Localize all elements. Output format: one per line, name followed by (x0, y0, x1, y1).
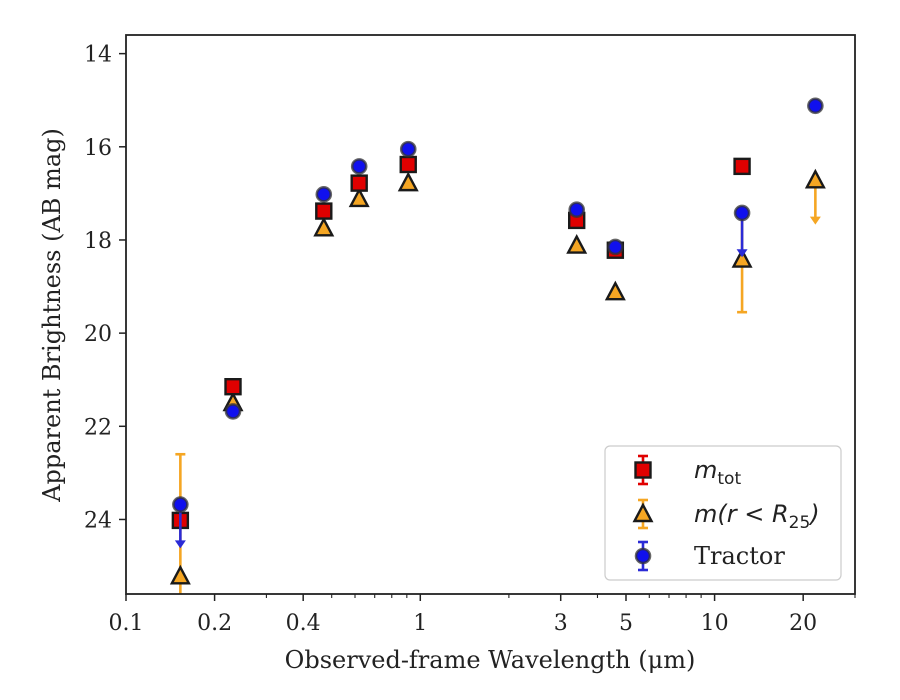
legend-label: mtot (694, 456, 741, 489)
data-point-triangle (313, 216, 335, 237)
y-tick-label: 14 (84, 43, 112, 68)
data-point-square (315, 202, 333, 220)
legend-marker-square (634, 461, 652, 479)
upper-limit-arrowhead (736, 249, 748, 258)
data-point-circle (399, 140, 417, 158)
x-tick-label: 0.2 (197, 611, 232, 636)
data-point-circle (607, 238, 624, 256)
legend-box (604, 445, 842, 581)
legend-entry: Tractor (634, 540, 785, 572)
y-tick-label: 24 (84, 508, 112, 533)
legend-entry: m(r < R25) (632, 498, 820, 533)
data-point-circle (315, 186, 333, 203)
data-point-circle (807, 97, 824, 115)
series-circle (172, 97, 824, 549)
data-point-square (350, 174, 368, 192)
y-tick-label: 20 (84, 322, 112, 347)
legend-marker-triangle (632, 502, 654, 523)
data-point-triangle (169, 564, 191, 585)
x-tick-label: 5 (619, 611, 633, 636)
data-point-triangle (604, 280, 626, 301)
x-axis-title: Observed-frame Wavelength (μm) (285, 646, 696, 674)
data-point-triangle (566, 233, 588, 254)
legend-entry: mtot (634, 454, 741, 489)
x-tick-label: 20 (789, 611, 817, 636)
data-point-circle (350, 158, 368, 175)
series-triangle (169, 168, 826, 594)
x-tick-label: 0.1 (109, 611, 144, 636)
x-tick-label: 1 (413, 611, 427, 636)
upper-limit-arrowhead (174, 540, 186, 549)
upper-limit-arrowhead (809, 216, 821, 225)
data-point-square (224, 378, 242, 396)
data-point-triangle (348, 187, 370, 208)
data-point-circle (224, 403, 242, 420)
legend-label: m(r < R25) (694, 500, 820, 533)
y-tick-label: 22 (84, 415, 112, 440)
data-point-circle (733, 204, 751, 222)
y-tick-label: 16 (84, 136, 112, 161)
legend-label: Tractor (694, 542, 785, 570)
data-point-circle (568, 201, 586, 218)
data-point-triangle (731, 247, 753, 268)
plot-frame (125, 34, 856, 595)
data-point-triangle (397, 171, 419, 192)
legend-marker-circle (634, 547, 652, 565)
x-tick-label: 10 (701, 611, 729, 636)
legend: mtot m(r < R25) Tractor (604, 445, 842, 581)
x-tick-label: 3 (554, 611, 568, 636)
data-point-square (733, 157, 751, 176)
data-point-square (399, 155, 417, 174)
data-point-triangle (804, 168, 826, 189)
axis-ticks: 0.1 0.2 0.4 1 3 5 10 20 14 16 18 20 22 24 (84, 43, 856, 636)
y-tick-label: 18 (84, 229, 112, 254)
y-axis-title: Apparent Brightness (AB mag) (38, 128, 66, 503)
x-tick-label: 0.4 (286, 611, 321, 636)
data-point-circle (172, 496, 189, 513)
data-layer (169, 97, 826, 594)
